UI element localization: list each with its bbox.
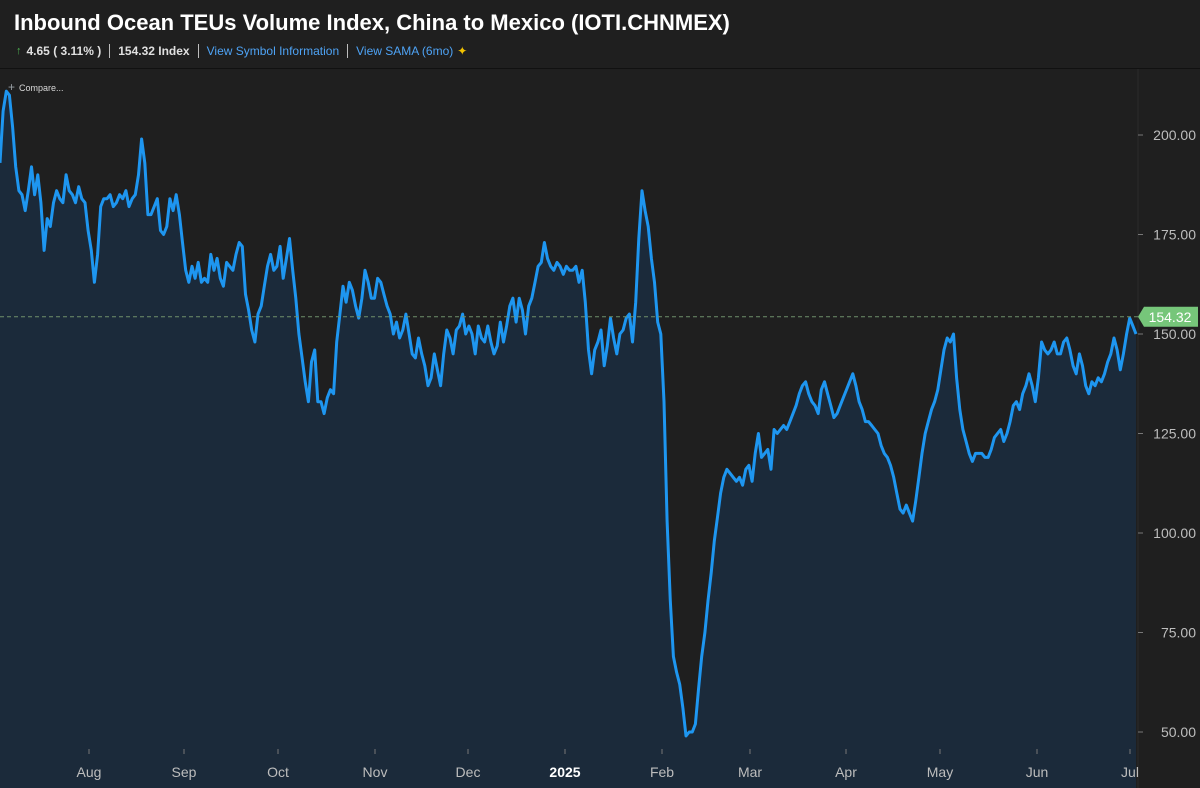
y-tick-label: 200.00 — [1153, 127, 1196, 143]
series-line[interactable] — [0, 89, 1138, 738]
x-tick-label: Mar — [738, 764, 762, 780]
y-tick-label: 125.00 — [1153, 426, 1196, 442]
last-value-label: 154.32 — [1149, 309, 1192, 325]
x-tick-label: Feb — [650, 764, 674, 780]
compare-label: Compare... — [19, 83, 64, 93]
last-value-badge — [1138, 306, 1198, 327]
chart-canvas[interactable]: SONAR 200.00175.00150.00125.00100.0075.0… — [0, 69, 1200, 788]
divider — [109, 44, 111, 58]
chart-header: Inbound Ocean TEUs Volume Index, China t… — [0, 0, 1200, 68]
x-tick-label: Nov — [363, 764, 388, 780]
x-tick-label: Jun — [1026, 764, 1049, 780]
divider — [197, 44, 199, 58]
x-tick-label: Sep — [172, 764, 197, 780]
page-title: Inbound Ocean TEUs Volume Index, China t… — [14, 10, 730, 35]
quote-summary: ↑ 4.65 ( 3.11% ) 154.32 Index View Symbo… — [16, 44, 467, 58]
y-tick-label: 100.00 — [1153, 525, 1196, 541]
x-tick-label: Jul — [1121, 764, 1139, 780]
x-tick-label: Dec — [456, 764, 481, 780]
view-symbol-info-link[interactable]: View Symbol Information — [206, 44, 340, 58]
y-tick-label: 50.00 — [1161, 724, 1196, 740]
compare-button[interactable]: + Compare... — [8, 80, 64, 94]
index-value: 154.32 Index — [118, 44, 190, 58]
view-sama-link[interactable]: View SAMA (6mo) — [356, 44, 454, 58]
y-tick-label: 175.00 — [1153, 227, 1196, 243]
x-tick-label: May — [927, 764, 953, 780]
arrow-up-icon: ↑ — [16, 45, 22, 57]
x-tick-label: Apr — [835, 764, 857, 780]
x-tick-label: Aug — [77, 764, 102, 780]
divider — [347, 44, 349, 58]
y-tick-label: 75.00 — [1161, 625, 1196, 641]
y-tick-label: 150.00 — [1153, 326, 1196, 342]
change-value: 4.65 ( 3.11% ) — [26, 44, 102, 58]
x-tick-label: 2025 — [549, 764, 580, 780]
plus-icon: + — [8, 80, 16, 94]
x-tick-label: Oct — [267, 764, 289, 780]
header-divider — [0, 68, 1200, 69]
sparkle-icon[interactable]: ✦ — [457, 44, 468, 58]
series-area — [0, 91, 1136, 788]
